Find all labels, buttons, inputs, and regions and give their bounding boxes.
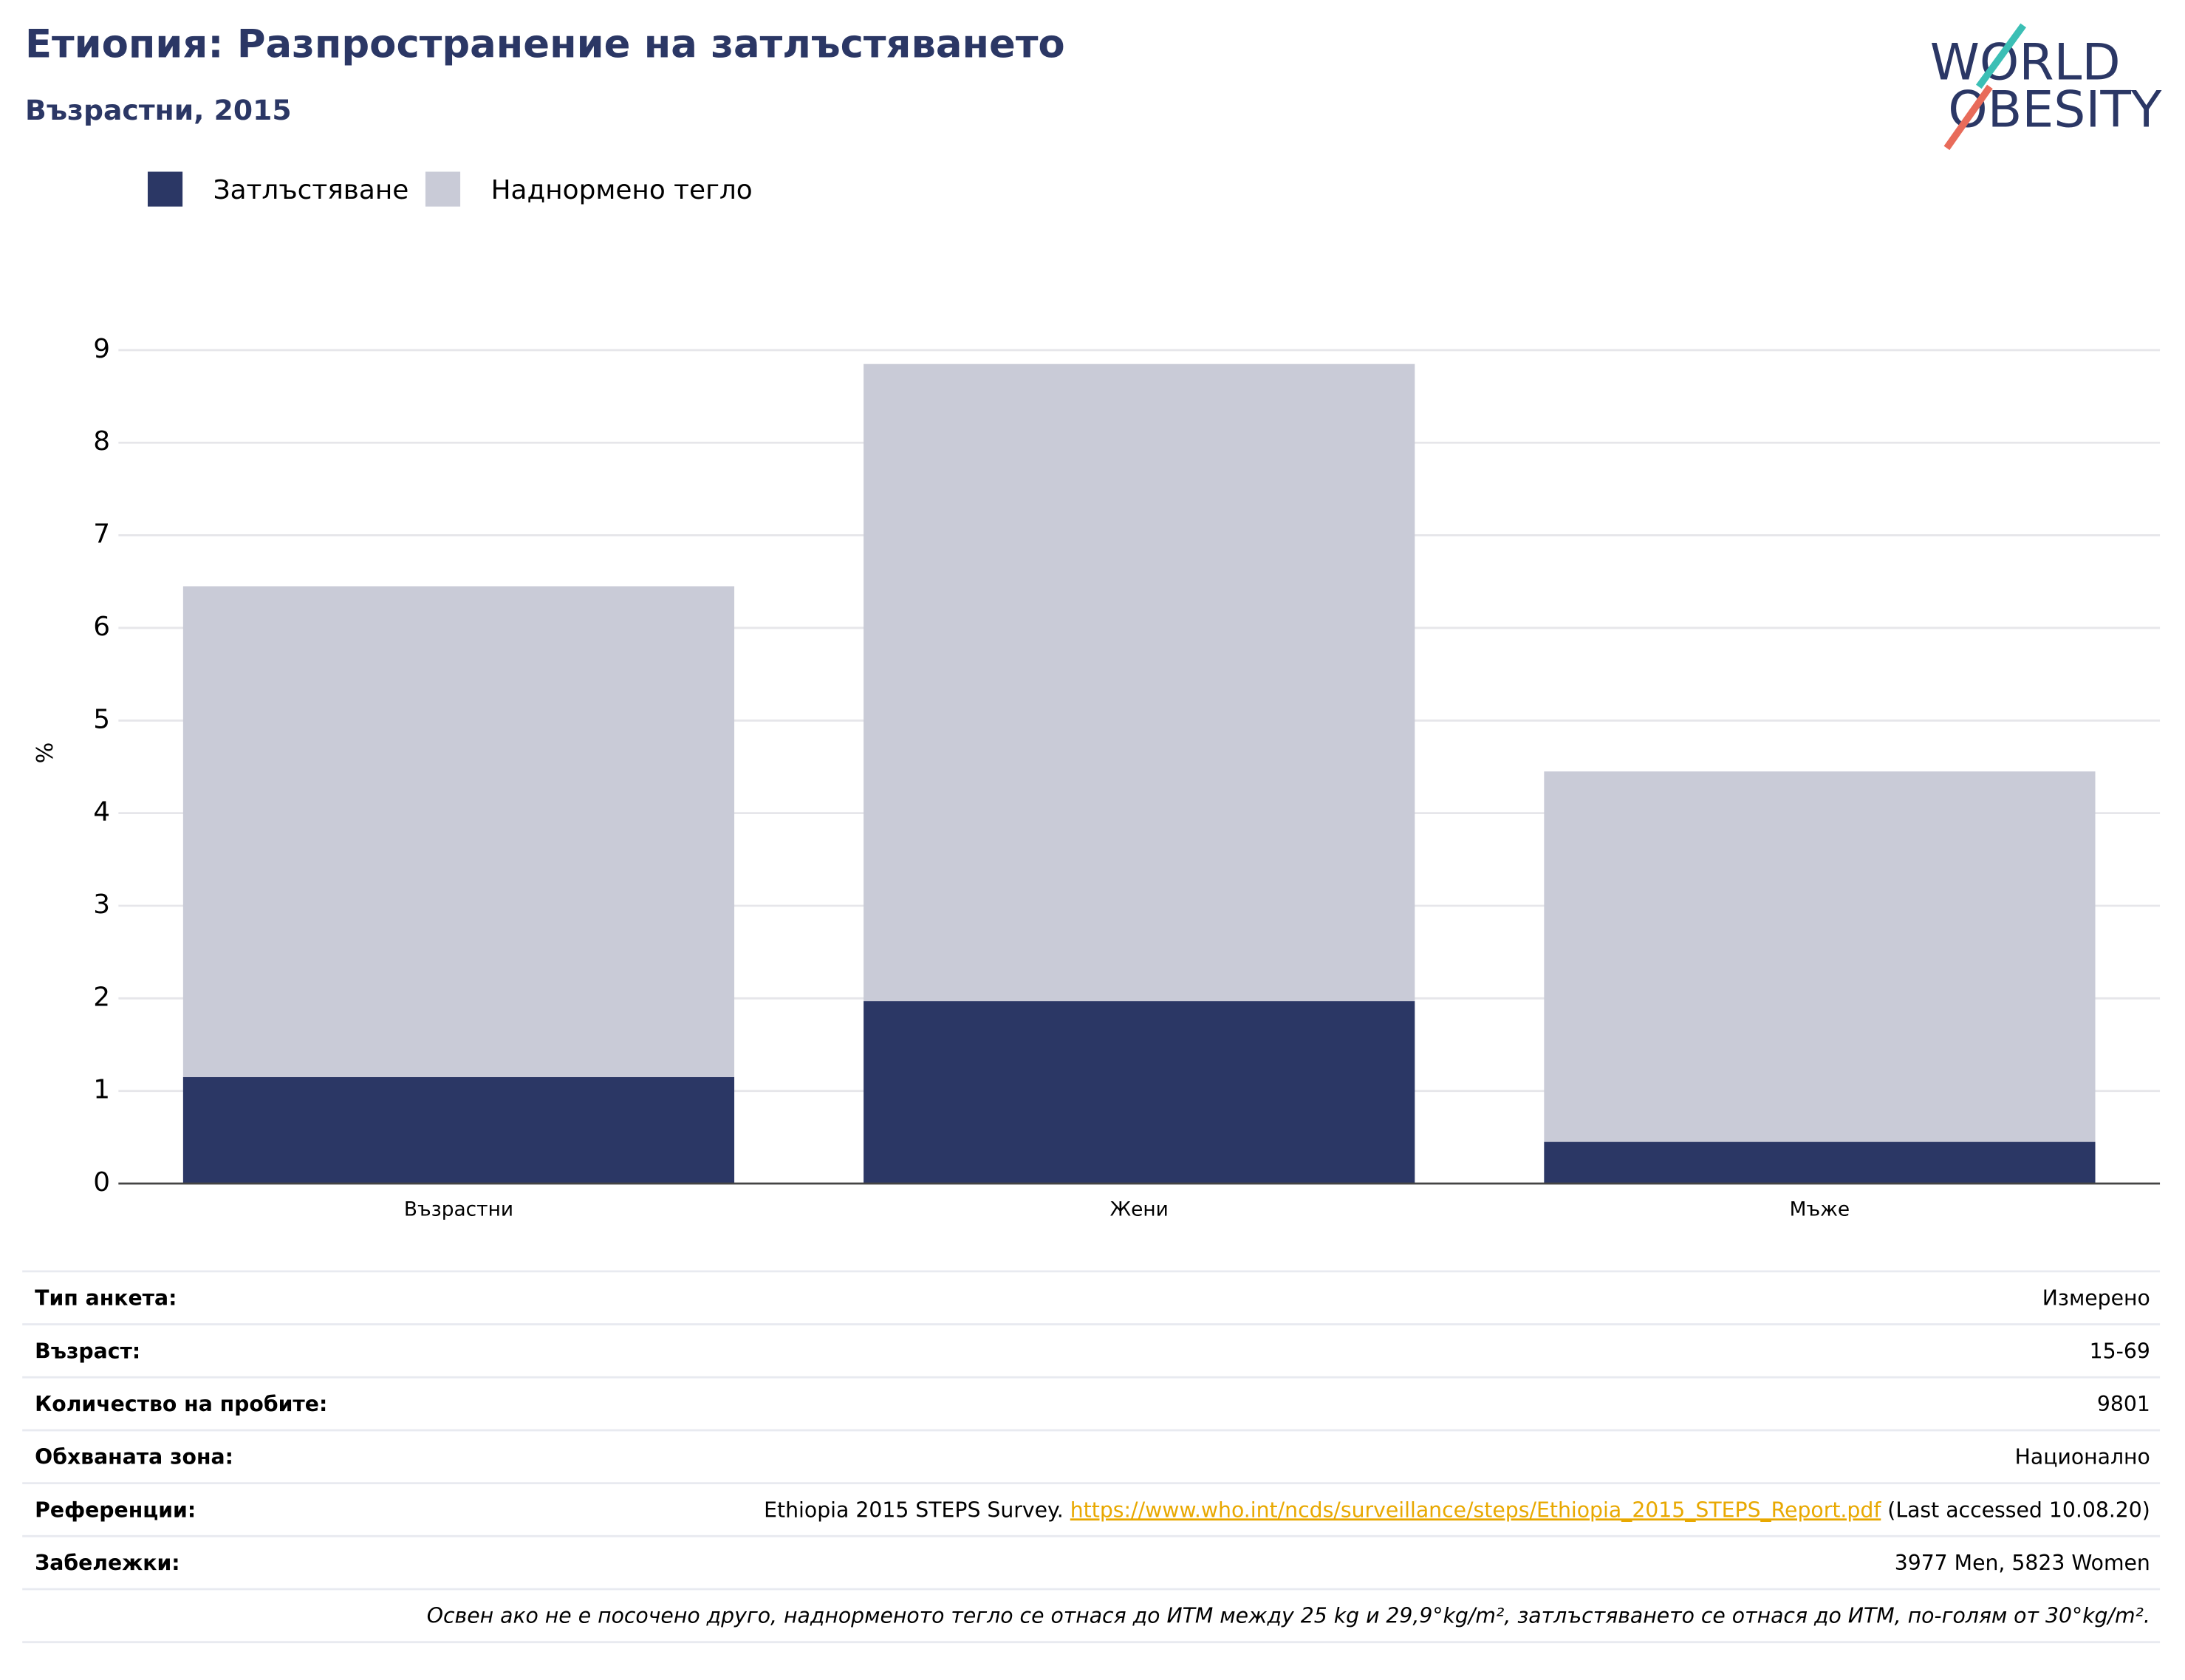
y-tick-label: 4	[93, 797, 110, 827]
y-tick-label: 9	[93, 334, 110, 364]
logo-slash	[1975, 23, 2026, 89]
row-value: 9801	[2097, 1392, 2150, 1416]
x-tick-label: Възрастни	[404, 1198, 513, 1220]
row-label: Тип анкета:	[35, 1286, 177, 1311]
chart-subtitle: Възрастни, 2015	[25, 94, 292, 126]
legend-label: Затлъстяване	[213, 175, 409, 205]
bar-segment	[1544, 771, 2096, 1142]
reference: Ethiopia 2015 STEPS Survey. https://www.…	[764, 1498, 2150, 1522]
y-tick-label: 3	[93, 889, 110, 920]
row-label: Обхваната зона:	[35, 1445, 233, 1469]
y-tick-label: 7	[93, 519, 110, 550]
row-value: 3977 Men, 5823 Women	[1895, 1551, 2150, 1575]
bar-segment	[864, 1001, 1415, 1184]
y-tick-label: 8	[93, 426, 110, 457]
row-value: Измерено	[2042, 1286, 2150, 1311]
logo-text: OBESITY	[1948, 81, 2162, 140]
plot: 0 1 2 3 4 5 6 7 8 9 Възрастни Жени Мъже Затлъстяване Н…	[93, 171, 2161, 1220]
reference-link[interactable]: https://www.who.int/ncds/surveillance/st…	[1070, 1498, 1882, 1522]
bar-segment	[182, 586, 735, 1077]
legend-swatch	[425, 171, 461, 207]
y-tick-label: 2	[93, 982, 110, 1012]
y-axis-label: %	[33, 742, 58, 764]
row-label: Забележки:	[35, 1551, 179, 1575]
y-tick-label: 0	[93, 1167, 110, 1198]
legend-swatch	[147, 171, 183, 207]
y-tick-label: 1	[93, 1075, 110, 1105]
row-label: Референции:	[35, 1498, 196, 1522]
logo: WORLD OBESITY	[1930, 23, 2162, 151]
row-label: Количество на пробите:	[35, 1392, 327, 1416]
y-tick-label: 6	[93, 612, 110, 642]
logo-text: WORLD	[1930, 34, 2121, 92]
bar-segment	[1544, 1141, 2096, 1184]
row-value: Национално	[2015, 1445, 2150, 1469]
reference-text: Ethiopia 2015 STEPS Survey.	[764, 1498, 1064, 1522]
table-note: Освен ако не е посочено друго, наднормен…	[427, 1604, 2150, 1628]
info-table: Тип анкета: Измерено Възраст: 15-69 Количест…	[22, 1270, 2161, 1644]
legend-label: Наднормено тегло	[491, 175, 753, 205]
y-tick-label: 5	[93, 704, 110, 734]
bar-segment	[864, 363, 1415, 1002]
logo-slash	[1943, 84, 1993, 151]
bar-segment	[182, 1076, 735, 1184]
row-label: Възраст:	[35, 1339, 140, 1363]
reference-accessed: (Last accessed 10.08.20)	[1887, 1498, 2150, 1522]
x-tick-label: Мъже	[1790, 1198, 1850, 1220]
chart-title: Етиопия: Разпространение на затлъстяване…	[25, 21, 1065, 66]
row-value: 15-69	[2090, 1339, 2150, 1363]
x-tick-label: Жени	[1110, 1198, 1169, 1220]
